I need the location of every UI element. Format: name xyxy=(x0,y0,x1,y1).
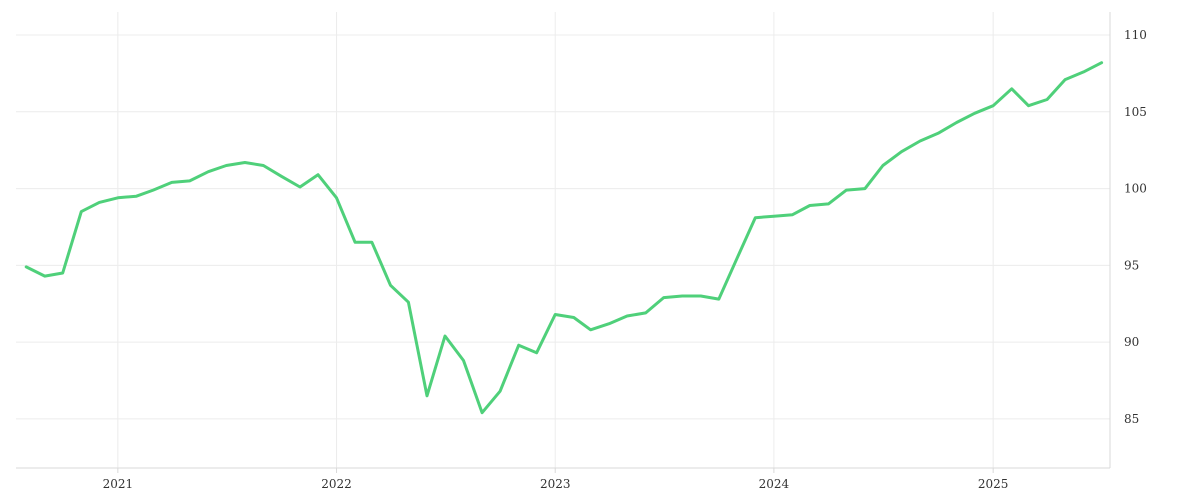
y-tick-label: 85 xyxy=(1124,412,1139,426)
y-tick-label: 110 xyxy=(1124,28,1147,42)
grid xyxy=(16,12,1110,468)
y-tick-label: 100 xyxy=(1124,182,1147,196)
x-tick-label: 2022 xyxy=(321,477,352,491)
axes xyxy=(16,12,1111,473)
series-line xyxy=(24,61,1104,415)
x-tick-label: 2025 xyxy=(978,477,1009,491)
y-tick-label: 105 xyxy=(1124,105,1147,119)
x-tick-label: 2024 xyxy=(759,477,790,491)
series-layer xyxy=(24,61,1104,415)
y-tick-label: 95 xyxy=(1124,258,1139,272)
x-tick-label: 2023 xyxy=(540,477,571,491)
tick-labels: 85 90 95 100 105 110 2021 2022 2023 2024 2025 xyxy=(103,28,1147,491)
x-tick-label: 2021 xyxy=(103,477,134,491)
y-tick-label: 90 xyxy=(1124,335,1139,349)
